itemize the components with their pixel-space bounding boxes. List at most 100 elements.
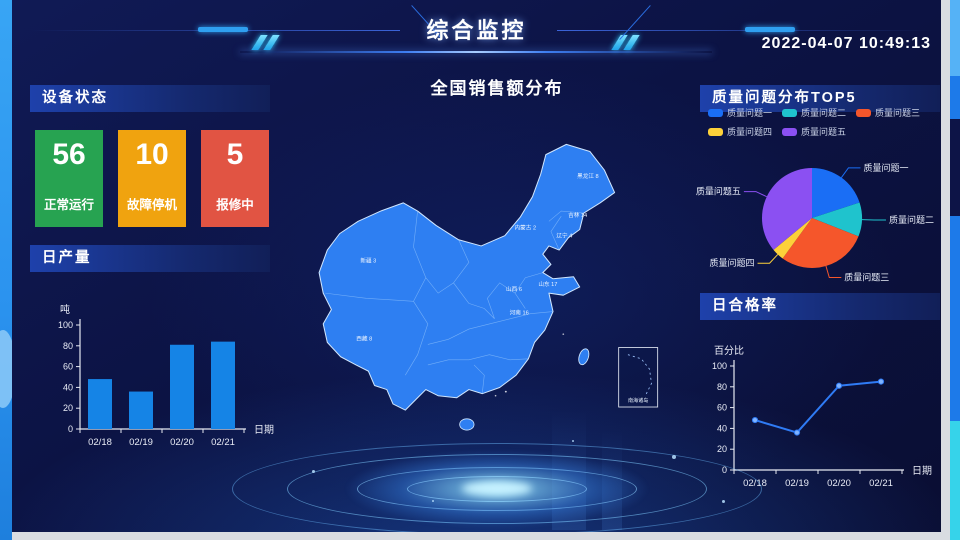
point-02/18 [751,416,759,424]
svg-text:02/20: 02/20 [170,437,194,448]
svg-text:60: 60 [63,362,73,372]
particle [312,470,315,473]
legend-item-0[interactable]: 质量问题一 [708,106,772,119]
province-label-山西[interactable]: 山西 6 [506,285,522,293]
particle [432,500,434,502]
legend-label: 质量问题二 [801,108,847,118]
legend-swatch [782,108,798,117]
svg-text:02/21: 02/21 [211,437,235,448]
legend-label: 质量问题一 [727,108,773,118]
svg-text:80: 80 [717,382,727,392]
south-china-sea-inset: 南海诸岛 [618,347,659,408]
page-title: 综合监控 [426,18,527,43]
slide-left-decoration [0,0,16,540]
bar-02/20 [170,344,194,429]
svg-text:20: 20 [63,403,73,413]
bar-02/21 [211,341,235,429]
legend-item-1[interactable]: 质量问题二 [782,106,846,119]
status-label: 报修中 [216,198,254,212]
glow-platform [232,443,762,532]
light-beam [602,430,622,530]
svg-text:80: 80 [63,341,73,351]
map-title: 全国销售额分布 [430,79,564,98]
svg-text:百分比: 百分比 [714,345,744,357]
svg-text:02/18: 02/18 [88,437,112,448]
legend-item-3[interactable]: 质量问题四 [708,125,772,138]
province-label-吉林[interactable]: 吉林 14 [568,211,587,219]
china-map[interactable]: 南海诸岛 新疆 3 西藏 8 内蒙古 2 黑龙江 8 吉林 14 辽宁 4 山西 6 山东 1… [315,138,710,438]
svg-text:02/20: 02/20 [827,478,851,489]
svg-text:质量问题三: 质量问题三 [844,272,889,283]
china-map-container: 南海诸岛 新疆 3 西藏 8 内蒙古 2 黑龙江 8 吉林 14 辽宁 4 山西 6 山东 1… [315,138,710,438]
svg-text:吨: 吨 [60,303,70,316]
title-glow-line [240,51,712,53]
province-label-辽宁[interactable]: 辽宁 4 [556,232,572,240]
svg-text:02/18: 02/18 [743,478,767,489]
particle [572,440,574,442]
legend-swatch [782,127,798,136]
legend-label: 质量问题四 [727,127,773,137]
svg-text:40: 40 [717,423,727,433]
svg-text:质量问题四: 质量问题四 [710,257,755,268]
svg-text:日期: 日期 [254,424,274,436]
device-status-panel-title: 设备状态 [30,85,270,112]
pie-slice-0 [812,168,860,218]
hainan-island[interactable] [459,418,475,431]
daily-output-panel-title: 日产量 [30,245,270,272]
svg-text:0: 0 [68,424,73,434]
svg-text:日期: 日期 [912,465,932,477]
monitoring-dashboard: 综合监控 2022-04-07 10:49:13 设备状态 56 正常运行 10 故障… [12,0,941,532]
province-label-黑龙江[interactable]: 黑龙江 8 [577,172,599,180]
inset-label: 南海诸岛 [628,397,648,404]
legend-item-2[interactable]: 质量问题三 [856,106,920,119]
svg-text:质量问题一: 质量问题一 [863,162,908,173]
slide-frame-right [941,0,950,532]
pie-slice-3 [773,218,812,259]
particle [672,455,676,459]
svg-text:02/19: 02/19 [785,478,809,489]
province-label-河南[interactable]: 河南 16 [510,309,529,317]
pie-slice-4 [762,168,812,250]
svg-text:02/19: 02/19 [129,437,153,448]
legend-swatch [708,108,723,117]
svg-text:02/21: 02/21 [869,478,893,489]
taiwan-island[interactable] [577,348,591,366]
slide-frame-bottom [12,532,950,540]
status-label: 故障停机 [126,198,177,212]
svg-text:质量问题五: 质量问题五 [696,186,741,197]
header-accent-right [745,27,795,32]
status-card-2: 5 报修中 [201,130,269,227]
legend-swatch [708,127,723,136]
pie-legend: 质量问题一 质量问题二 质量问题三质量问题四 质量问题五 [708,106,941,144]
status-value: 5 [226,138,244,171]
status-card-0: 56 正常运行 [35,130,103,227]
svg-text:100: 100 [712,361,727,371]
china-outline[interactable] [318,143,616,411]
pass-rate-panel-title: 日合格率 [700,293,940,320]
pie-slice-1 [812,202,862,237]
legend-label: 质量问题三 [875,108,921,118]
province-label-内蒙古[interactable]: 内蒙古 2 [515,224,537,232]
daily-output-bar-chart: 0 20 40 60 80 100 02/18 02/19 02/20 02/21 吨日期 [58,303,274,448]
province-label-山东[interactable]: 山东 17 [538,280,557,288]
legend-label: 质量问题五 [801,127,847,137]
legend-item-4[interactable]: 质量问题五 [782,125,846,138]
svg-text:60: 60 [717,403,727,413]
svg-text:20: 20 [717,444,727,454]
point-02/20 [835,382,843,389]
header-accent-left [198,27,248,32]
light-beam [552,410,586,530]
particle [722,500,725,503]
pie-slice-2 [782,218,859,268]
province-label-西藏[interactable]: 西藏 8 [356,334,372,342]
header-line-right [557,30,932,31]
legend-swatch [856,108,872,117]
province-label-新疆[interactable]: 新疆 3 [360,256,376,264]
bar-02/19 [129,391,153,429]
slide-right-decoration [950,0,960,540]
status-value: 56 [52,138,86,171]
quality-panel-title: 质量问题分布TOP5 [700,85,940,112]
